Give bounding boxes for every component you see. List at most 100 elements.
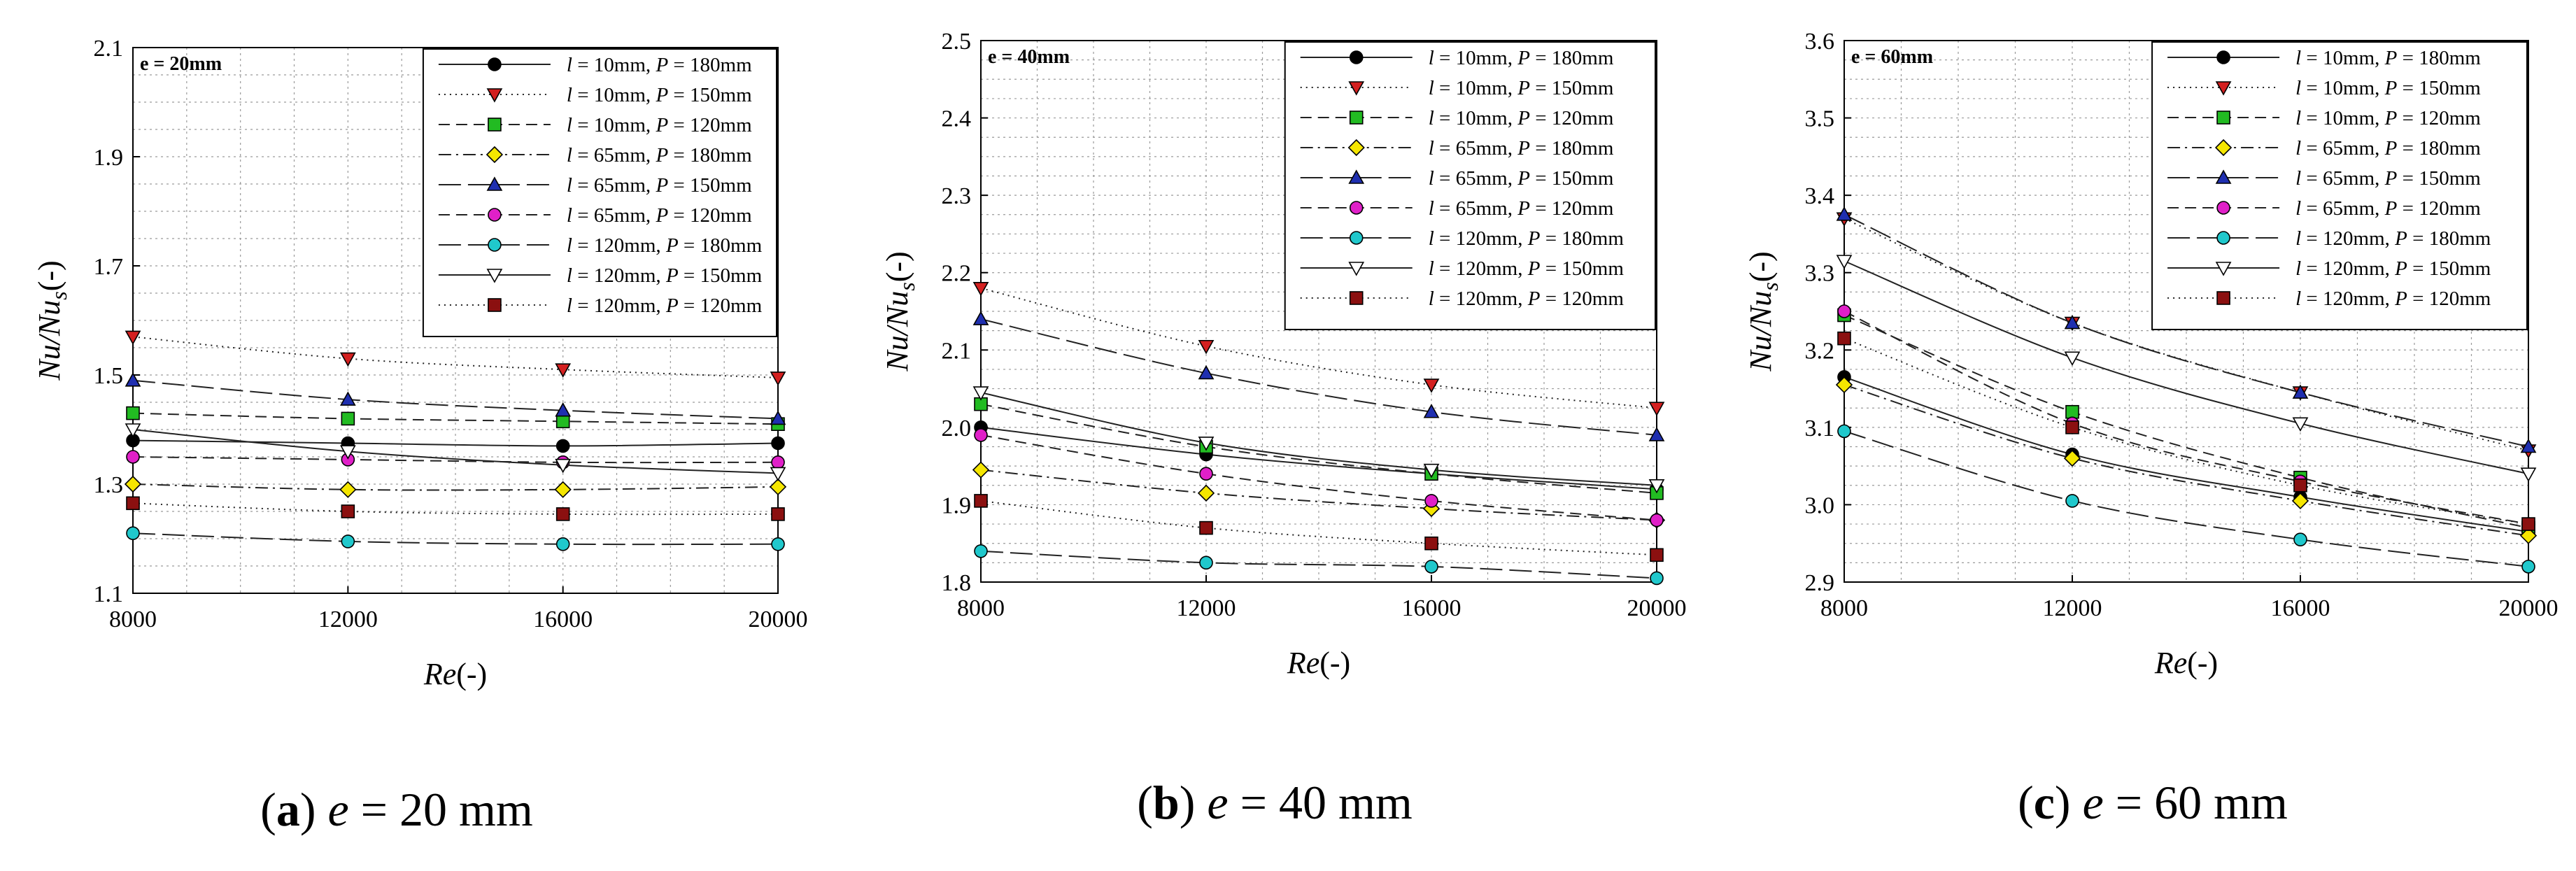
data-point — [2293, 532, 2307, 546]
legend-marker — [2216, 201, 2230, 215]
y-axis-label-var: Nu/Nu — [880, 291, 914, 372]
series-line — [132, 429, 779, 474]
legend-label-text: = 65mm, — [2301, 197, 2384, 220]
data-point — [1423, 463, 1440, 479]
y-tick-label: 3.1 — [1805, 416, 1835, 441]
legend-label-text: = 120mm, — [2301, 227, 2395, 250]
data-point — [771, 436, 785, 451]
legend-marker — [486, 269, 503, 283]
legend-label-text: = 150mm — [668, 84, 752, 106]
data-point — [1837, 304, 1851, 318]
data-point — [2065, 494, 2079, 508]
data-point — [974, 428, 988, 442]
legend-label-text: = 120mm, — [572, 234, 666, 257]
legend-label-var-l: l — [1429, 197, 1434, 220]
legend-label-text: = 120mm, — [2301, 257, 2395, 280]
data-point — [125, 330, 141, 346]
data-point — [555, 363, 572, 378]
x-tick-label: 16000 — [1402, 595, 1462, 621]
data-point — [1837, 331, 1851, 346]
y-axis-label-subscript: s — [1757, 282, 1783, 290]
legend-marker — [488, 57, 502, 71]
data-point — [771, 455, 785, 469]
data-point — [341, 534, 355, 548]
legend-label: l = 65mm, P = 180mm — [2295, 137, 2481, 160]
y-tick-label: 1.5 — [94, 363, 124, 389]
data-point — [1199, 467, 1213, 481]
series-line — [1843, 218, 2529, 451]
data-point — [126, 526, 140, 541]
legend-label-var-p: P — [1517, 47, 1530, 69]
x-tick-label: 12000 — [318, 607, 378, 632]
x-tick-label: 20000 — [749, 607, 808, 632]
legend-label-var-p: P — [655, 144, 668, 167]
data-point — [972, 386, 989, 401]
legend-label-text: = 120mm — [1530, 197, 1614, 220]
legend-label-var-p: P — [1517, 77, 1530, 99]
legend-marker — [2215, 169, 2232, 184]
legend-label-var-l: l — [1429, 107, 1434, 129]
x-axis-label-unit: (-) — [2187, 646, 2218, 680]
data-point — [554, 481, 572, 498]
series-line — [1843, 311, 2529, 525]
legend-label-text: = 65mm, — [1434, 137, 1517, 160]
data-point — [124, 475, 142, 493]
series-line — [980, 426, 1657, 490]
legend-label-var-p: P — [2394, 257, 2407, 280]
legend-label: l = 65mm, P = 180mm — [567, 144, 752, 167]
legend-label: l = 65mm, P = 120mm — [567, 204, 752, 227]
legend-label: l = 65mm, P = 180mm — [1429, 137, 1614, 160]
y-tick-label: 1.9 — [942, 493, 972, 518]
legend-label-text: = 180mm — [2397, 47, 2481, 69]
legend-label-text: = 120mm, — [2301, 288, 2395, 310]
legend-label-text: = 120mm, — [1434, 288, 1528, 310]
legend-label-text: = 150mm — [2397, 167, 2481, 190]
legend-label: l = 120mm, P = 150mm — [1429, 257, 1625, 280]
data-point — [1650, 571, 1664, 586]
y-tick-label: 3.5 — [1805, 106, 1835, 132]
legend-label-var-p: P — [665, 264, 679, 287]
data-point — [972, 311, 989, 325]
series-line — [980, 403, 1657, 494]
x-tick-label: 12000 — [1177, 595, 1236, 621]
legend-label-var-p: P — [1527, 227, 1541, 250]
series-line — [1843, 384, 2529, 537]
legend-marker — [1349, 50, 1364, 64]
legend-label: l = 120mm, P = 150mm — [567, 264, 763, 287]
data-point — [1423, 378, 1440, 393]
series-line — [980, 318, 1657, 436]
legend-label-text: = 120mm — [668, 204, 752, 227]
data-point — [2291, 492, 2309, 510]
data-point — [2064, 314, 2081, 330]
legend-label-var-p: P — [655, 114, 668, 136]
legend-label-text: = 120mm, — [1434, 227, 1528, 250]
x-tick-label: 12000 — [2043, 595, 2102, 621]
y-axis-label-unit: (-) — [32, 260, 66, 291]
data-point — [1197, 484, 1215, 502]
x-tick-label: 16000 — [2271, 595, 2330, 621]
y-tick-label: 1.7 — [94, 254, 124, 280]
y-tick-label: 3.2 — [1805, 338, 1835, 364]
data-point — [769, 478, 787, 496]
series-line — [1843, 337, 2529, 525]
legend-label-text: = 180mm — [1530, 137, 1614, 160]
x-axis-label-var: Re — [1287, 646, 1319, 680]
legend-marker — [2215, 262, 2232, 276]
data-point — [555, 537, 570, 551]
y-axis-label: Nu/Nus(-) — [880, 251, 919, 371]
data-point — [125, 372, 141, 387]
data-point — [126, 496, 140, 511]
legend-label-text: = 120mm, — [1434, 257, 1528, 280]
series-line — [1843, 430, 2529, 567]
caption-letter: a — [276, 783, 300, 836]
legend-label: l = 10mm, P = 150mm — [567, 84, 752, 106]
series-line — [980, 434, 1657, 521]
legend-label: l = 10mm, P = 120mm — [2295, 107, 2481, 129]
data-point — [1424, 560, 1438, 574]
legend-label-text: = 150mm — [668, 174, 752, 197]
legend-marker — [486, 176, 503, 191]
legend-label-var-p: P — [655, 174, 668, 197]
data-point — [2293, 478, 2307, 493]
caption-letter: c — [2034, 776, 2055, 829]
y-axis-label: Nu/Nus(-) — [1743, 251, 1783, 371]
